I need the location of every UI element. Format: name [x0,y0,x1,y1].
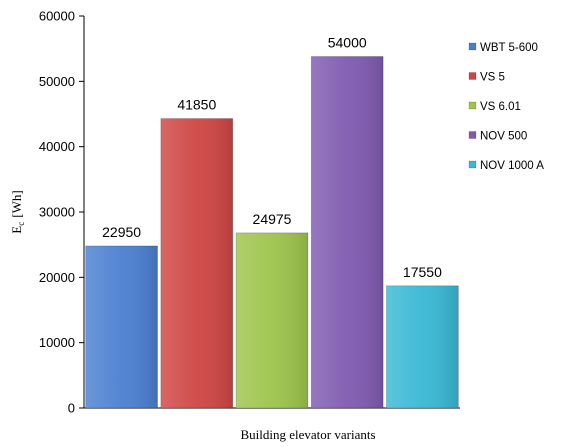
legend-swatch [468,42,477,51]
legend-label: NOV 1000 A [480,160,544,172]
data-label: 54000 [328,35,367,51]
bar [160,118,234,409]
bar [310,56,384,409]
y-axis-ticks: 0 10000 20000 30000 40000 50000 60000 [39,9,84,416]
y-tick-label: 30000 [39,205,75,220]
y-tick-label: 0 [68,401,75,416]
y-axis-label-unit: [Wh] [9,190,24,217]
bar-shine [85,245,158,408]
y-axis-label: Ec [Wh] [9,190,26,233]
bar-shine [160,118,233,408]
data-label: 22950 [102,224,141,240]
data-labels: 22950 41850 24975 54000 17550 [102,35,442,280]
y-tick-label: 50000 [39,74,75,89]
bar-shine [236,232,308,408]
bar [85,245,158,409]
legend-label: VS 6.01 [480,101,521,113]
y-tick-label: 60000 [39,9,75,24]
legend-swatch [468,160,477,169]
bar-shine [311,56,384,409]
bar [235,232,309,409]
legend-swatch [468,72,477,80]
data-label: 17550 [403,264,442,280]
legend-label: NOV 500 [480,131,527,143]
data-label: 24975 [253,211,292,227]
y-tick-label: 10000 [39,335,75,350]
y-tick-label: 40000 [39,139,75,154]
legend: WBT 5-600 VS 5 VS 6.01 NOV 500 NOV 1000 A [468,42,544,172]
y-tick-label: 20000 [39,270,75,285]
legend-swatch [468,101,477,110]
legend-swatch [468,131,477,139]
x-axis-label: Building elevator variants [240,427,375,442]
data-label: 41850 [177,97,216,113]
y-axis-label-sub: c [16,222,26,226]
legend-label: VS 5 [480,72,505,84]
bars [85,56,459,409]
y-axis-label-main: E [9,226,24,234]
legend-label: WBT 5-600 [480,42,538,54]
bar-shine [386,285,459,408]
bar [386,285,459,409]
